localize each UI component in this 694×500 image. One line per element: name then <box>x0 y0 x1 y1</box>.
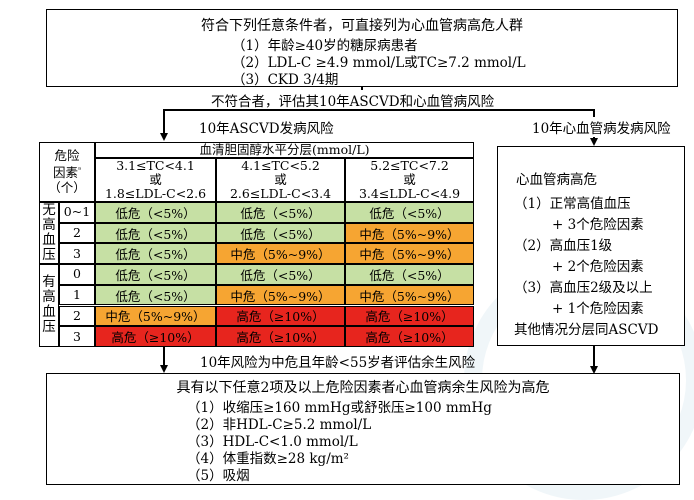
group-label-char: 高 <box>42 289 56 306</box>
risk-factor-count: 1 <box>59 284 95 306</box>
connector-line <box>163 109 165 135</box>
criteria-item-2: （2）LDL-C ≥4.9 mmol/L或TC≥7.2 mmol/L <box>232 55 526 71</box>
criteria-item-1: （1）年龄≥40岁的糖尿病患者 <box>232 38 418 54</box>
cvd-line-3: （2）高血压1级 <box>514 238 613 254</box>
risk-cell-high: 高危（≥10%） <box>216 305 345 327</box>
risk-factor-count: 3 <box>59 243 95 265</box>
risk-cell-high: 高危（≥10%） <box>345 326 474 347</box>
risk-cell-mid: 中危（5%~9%） <box>95 305 216 327</box>
cvd-line-1: （1）正常高值血压 <box>514 196 631 212</box>
cholesterol-column-header: 5.2≤TC<7.2 或 3.4≤LDL-C<4.9 <box>345 158 474 202</box>
risk-cell-high: 高危（≥10%） <box>345 305 474 327</box>
column-header-line: 或 <box>274 172 287 187</box>
risk-cell-low: 低危（<5%） <box>95 202 216 223</box>
no-hypertension-label: 无高血压 <box>39 202 59 265</box>
risk-cell-mid: 中危（5%~9%） <box>216 243 345 265</box>
risk-cell-low: 低危（<5%） <box>95 264 216 285</box>
column-header-line: 5.2≤TC<7.2 <box>370 158 449 173</box>
lifetime-risk-box: 具有以下任意2项及以上危险因素者心血管病余生风险为高危 （1）收缩压≥160 m… <box>46 373 680 485</box>
high-risk-criteria-box: 符合下列任意条件者，可直接列为心血管病高危人群 （1）年龄≥40岁的糖尿病患者 … <box>46 9 678 88</box>
risk-factor-header-line: （个） <box>48 179 86 195</box>
risk-cell-low: 低危（<5%） <box>216 202 345 223</box>
risk-cell-high: 高危（≥10%） <box>95 326 216 347</box>
risk-cell-mid: 中危（5%~9%） <box>345 243 474 265</box>
risk-factor-count: 2 <box>59 305 95 327</box>
lifetime-item-5: （5）吸烟 <box>187 468 250 484</box>
cholesterol-column-header: 4.1≤TC<5.2 或 2.6≤LDL-C<3.4 <box>216 158 345 202</box>
risk-factor-header-word: 因素 <box>52 165 78 181</box>
risk-cell-mid: 中危（5%~9%） <box>345 284 474 306</box>
cvd-high-risk-box: 心血管病高危 （1）正常高值血压 + 3个危险因素 （2）高血压1级 + 2个危… <box>497 146 685 346</box>
group-label-char: 高 <box>42 217 56 234</box>
lifetime-item-1: （1）收缩压≥160 mmHg或舒张压≥100 mmHg <box>187 400 492 416</box>
lifetime-item-4: （4）体重指数≥28 kg/m² <box>187 451 349 467</box>
risk-cell-mid: 中危（5%~9%） <box>216 284 345 306</box>
risk-cell-low: 低危（<5%） <box>216 222 345 244</box>
connector-line <box>163 347 165 367</box>
lifetime-risk-note: 10年风险为中危且年龄<55岁者评估余生风险 <box>200 355 476 371</box>
cvd-risk-heading: 10年心血管病发病风险 <box>532 117 671 137</box>
cvd-line-4: + 2个危险因素 <box>552 259 644 275</box>
risk-factor-count: 0~1 <box>59 202 95 223</box>
risk-factor-count: 2 <box>59 222 95 244</box>
cvd-high-risk-title: 心血管病高危 <box>516 172 597 188</box>
group-label-char: 无 <box>42 202 56 219</box>
risk-factor-header-line: 危险 <box>54 148 80 164</box>
column-header-line: 1.8≤LDL-C<2.6 <box>104 186 207 201</box>
group-label-char: 压 <box>42 319 56 336</box>
criteria-title: 符合下列任意条件者，可直接列为心血管病高危人群 <box>201 18 523 34</box>
column-header-line: 2.6≤LDL-C<3.4 <box>229 186 332 201</box>
group-label-char: 血 <box>42 232 56 249</box>
cholesterol-column-header: 3.1≤TC<4.1 或 1.8≤LDL-C<2.6 <box>95 158 216 202</box>
risk-cell-low: 低危（<5%） <box>95 284 216 306</box>
risk-cell-low: 低危（<5%） <box>345 202 474 223</box>
cvd-line-7: 其他情况分层同ASCVD <box>514 322 659 338</box>
hypertension-label: 有高血压 <box>39 264 59 347</box>
cvd-line-6: + 1个危险因素 <box>552 301 644 317</box>
group-label-char: 有 <box>42 274 56 291</box>
column-header-line: 3.1≤TC<4.1 <box>116 158 195 173</box>
risk-cell-low: 低危（<5%） <box>216 264 345 285</box>
group-label-char: 压 <box>42 247 56 264</box>
column-header-line: 或 <box>403 172 416 187</box>
risk-factor-header: 危险 因素ᵃ （个） <box>39 142 95 202</box>
ascvd-risk-table: 危险 因素ᵃ （个） 血清胆固醇水平分层(mmol/L) 3.1≤TC<4.1 或 1.8≤… <box>39 142 474 347</box>
cvd-line-5: （3）高血压2级及以上 <box>514 280 653 296</box>
group-label-char: 血 <box>42 304 56 321</box>
footnote-mark: ᵃ <box>77 165 82 175</box>
column-header-line: 3.4≤LDL-C<4.9 <box>358 186 461 201</box>
connector-line <box>593 346 595 368</box>
cvd-line-2: + 3个危险因素 <box>552 217 644 233</box>
risk-cell-low: 低危（<5%） <box>95 243 216 265</box>
risk-cell-high: 高危（≥10%） <box>216 326 345 347</box>
risk-cell-low: 低危（<5%） <box>345 264 474 285</box>
lifetime-item-3: （3）HDL-C<1.0 mmol/L <box>187 434 358 450</box>
arrow-down-icon <box>590 366 598 374</box>
risk-cell-low: 低危（<5%） <box>95 222 216 244</box>
not-meeting-note: 不符合者，评估其10年ASCVD和心血管病风险 <box>207 90 499 110</box>
criteria-item-3: （3）CKD 3/4期 <box>232 72 339 88</box>
lifetime-risk-title: 具有以下任意2项及以上危险因素者心血管病余生风险为高危 <box>176 380 550 396</box>
arrow-down-icon <box>160 365 168 373</box>
arrow-down-icon <box>590 138 598 146</box>
connector-line <box>163 109 594 111</box>
lifetime-item-2: （2）非HDL-C≥5.2 mmol/L <box>187 417 372 433</box>
arrow-down-icon <box>160 133 168 141</box>
risk-factor-header-line: 因素ᵃ <box>53 163 81 180</box>
ascvd-risk-heading: 10年ASCVD发病风险 <box>199 121 334 137</box>
risk-cell-mid: 中危（5%~9%） <box>345 222 474 244</box>
cholesterol-level-header: 血清胆固醇水平分层(mmol/L) <box>95 142 474 158</box>
column-header-line: 或 <box>149 172 162 187</box>
risk-factor-count: 3 <box>59 326 95 347</box>
risk-factor-count: 0 <box>59 264 95 285</box>
column-header-line: 4.1≤TC<5.2 <box>241 158 320 173</box>
